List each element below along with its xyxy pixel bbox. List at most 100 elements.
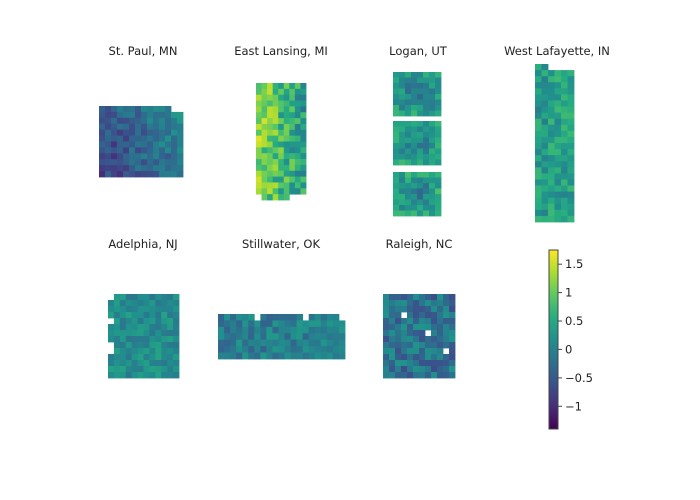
heatmap-cell	[171, 117, 178, 125]
heatmap-cell	[123, 123, 130, 131]
heatmap-cell	[289, 94, 296, 101]
heatmap-cell	[567, 197, 575, 205]
heatmap-cell	[149, 330, 156, 337]
heatmap-cell	[554, 94, 562, 101]
heatmap-cell	[272, 153, 279, 160]
heatmap-cell	[117, 129, 124, 136]
heatmap-cell	[261, 118, 268, 125]
heatmap-cell	[155, 366, 162, 373]
heatmap-cell	[113, 336, 121, 343]
heatmap-cell	[332, 339, 340, 347]
heatmap-cell	[294, 141, 301, 148]
heatmap-cell	[294, 88, 301, 96]
heatmap-cell	[123, 165, 130, 172]
heatmap-cell	[294, 135, 301, 142]
heatmap-cell	[117, 135, 124, 142]
heatmap-cell	[266, 346, 273, 353]
heatmap-cell	[405, 188, 412, 195]
heatmap-cell	[407, 342, 414, 349]
heatmap-cell	[165, 159, 172, 166]
heatmap-cell	[137, 354, 144, 361]
heatmap-cell	[267, 129, 274, 137]
heatmap-cell	[294, 147, 301, 154]
heatmap-cell	[419, 312, 426, 319]
heatmap-cell	[413, 348, 420, 355]
heatmap-cell	[111, 159, 118, 166]
heatmap-cell	[261, 170, 268, 177]
heatmap-cell	[99, 106, 106, 113]
heatmap-cell	[300, 170, 307, 177]
heatmap-cell	[284, 346, 291, 353]
heatmap-cell	[149, 354, 156, 361]
heatmap-cell	[261, 94, 268, 101]
heatmap-cell	[256, 83, 262, 90]
heatmap-cell	[272, 164, 279, 172]
heatmap-cell	[548, 124, 555, 132]
heatmap-cell	[429, 148, 436, 155]
heatmap-cell	[137, 336, 144, 343]
heatmap-cell	[419, 306, 426, 313]
heatmap-cell	[167, 372, 174, 379]
heatmap-cell	[256, 106, 262, 113]
heatmap-cell	[143, 300, 150, 307]
heatmap-cell	[256, 147, 262, 154]
heatmap-cell	[413, 324, 420, 331]
heatmap-cell	[119, 348, 127, 355]
heatmap-cell	[431, 348, 438, 355]
heatmap-cell	[131, 324, 138, 331]
heatmap-cell	[256, 88, 262, 96]
heatmap-cell	[320, 314, 328, 321]
heatmap-cell	[548, 185, 555, 193]
heatmap-cell	[173, 330, 180, 337]
heatmap-cell	[541, 185, 549, 193]
heatmap-cell	[141, 159, 148, 166]
heatmap-cell	[137, 348, 144, 355]
heatmap-cell	[399, 159, 406, 166]
heatmap-cell	[423, 154, 430, 160]
heatmap-cell	[113, 366, 121, 373]
heatmap-cell	[535, 64, 542, 71]
heatmap-cell	[165, 147, 172, 154]
heatmap-cell	[300, 112, 307, 119]
heatmap-cell	[535, 130, 542, 138]
heatmap-cell	[407, 300, 414, 307]
heatmap-cell	[143, 360, 150, 367]
heatmap-cell	[289, 83, 296, 90]
heatmap-cell	[111, 129, 118, 136]
heatmap-cell	[413, 306, 420, 313]
heatmap-cell	[399, 132, 406, 138]
colorbar-tick-label: 0	[565, 342, 572, 356]
heatmap-cell	[248, 314, 255, 321]
heatmap-cell	[401, 366, 408, 373]
heatmap-cell	[267, 83, 274, 90]
heatmap-cell	[308, 346, 316, 353]
heatmap-cell	[300, 159, 307, 166]
heatmap-cell	[300, 118, 307, 125]
heatmap-cell	[395, 354, 402, 361]
heatmap-cell	[332, 346, 340, 353]
heatmap-cell	[567, 155, 575, 162]
heatmap-cell	[272, 314, 279, 321]
heatmap-cell	[267, 147, 274, 154]
heatmap-cell	[155, 360, 162, 367]
heatmap-cell	[283, 188, 290, 195]
heatmap-cell	[308, 314, 316, 321]
heatmap-cell	[417, 77, 424, 84]
heatmap-cell	[393, 183, 400, 189]
heatmap-cell	[401, 342, 408, 349]
heatmap-cell	[429, 105, 436, 111]
heatmap-cell	[283, 194, 290, 201]
heatmap-cell	[300, 176, 307, 183]
heatmap-cell	[407, 318, 414, 325]
heatmap-cell	[411, 172, 418, 178]
heatmap-cell	[171, 111, 178, 119]
heatmap-cell	[289, 164, 296, 172]
colorbar-tick-label: 0.5	[565, 314, 583, 328]
heatmap-cell	[437, 318, 444, 325]
panel-title-west-lafayette: West Lafayette, IN	[504, 44, 610, 58]
heatmap-cell	[443, 360, 450, 367]
heatmap-cell	[435, 110, 442, 117]
heatmap-cell	[117, 141, 124, 148]
heatmap-cell	[165, 129, 172, 136]
heatmap-cell	[431, 372, 438, 379]
